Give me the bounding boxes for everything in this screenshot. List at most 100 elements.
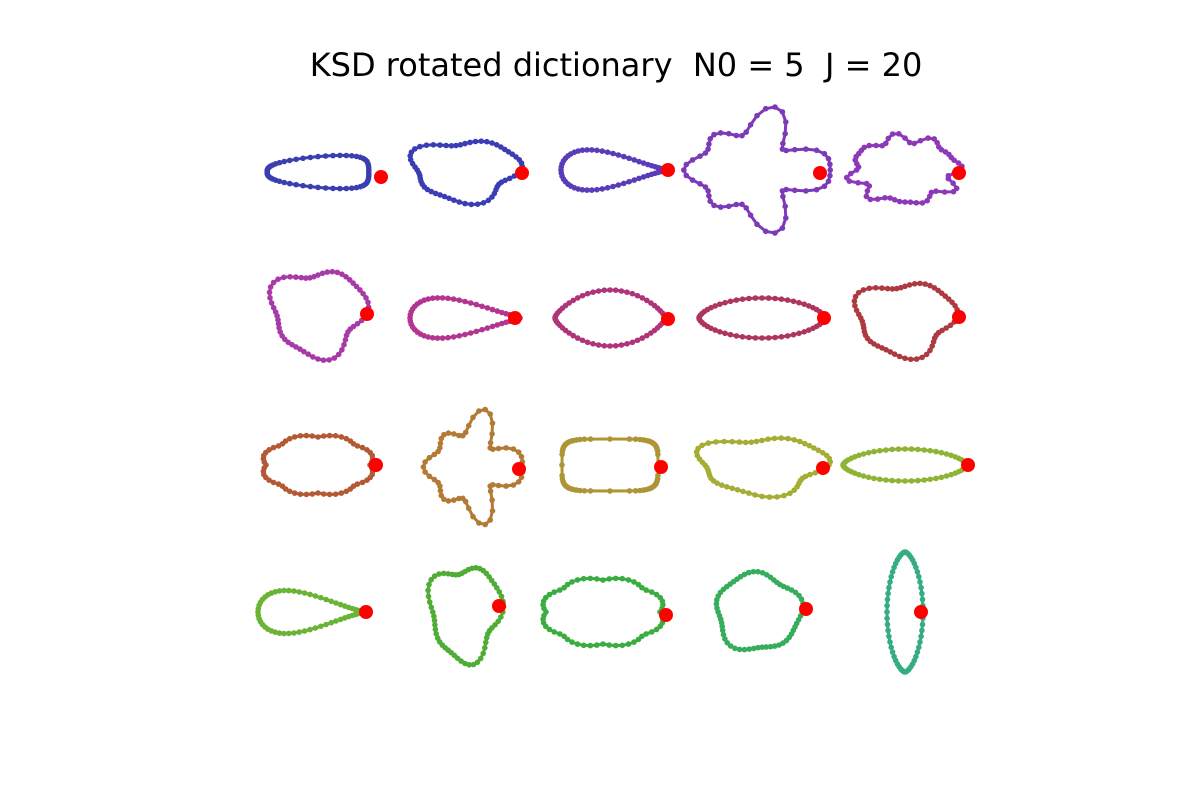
contour-point bbox=[810, 304, 816, 311]
contour-point bbox=[428, 604, 435, 611]
start-point-marker bbox=[961, 458, 975, 472]
contour-point bbox=[860, 451, 867, 457]
contour-point bbox=[902, 355, 908, 362]
contour-point bbox=[852, 303, 858, 309]
contour-point bbox=[618, 342, 625, 348]
contour-point bbox=[456, 432, 462, 439]
contour-point bbox=[446, 195, 452, 202]
contour-point bbox=[827, 172, 833, 179]
start-point-marker bbox=[360, 307, 374, 321]
contour-point bbox=[915, 446, 921, 453]
contour-point bbox=[746, 646, 753, 652]
contour-point bbox=[639, 295, 646, 301]
contour-point bbox=[884, 621, 891, 628]
contour-point bbox=[765, 295, 772, 301]
contour-point bbox=[426, 599, 433, 605]
contour-point bbox=[947, 322, 954, 329]
contour-point bbox=[891, 351, 898, 358]
contour-point bbox=[343, 152, 350, 159]
contour-point bbox=[755, 568, 761, 575]
contour-point bbox=[943, 451, 950, 457]
contour-point bbox=[802, 473, 809, 480]
contour-point bbox=[437, 192, 443, 198]
contour-point bbox=[911, 281, 918, 287]
contour-point bbox=[933, 448, 939, 455]
contour-point bbox=[515, 479, 522, 485]
contour-point bbox=[759, 493, 765, 500]
contour-point bbox=[312, 625, 319, 631]
contour-point bbox=[746, 490, 752, 496]
contour-point bbox=[908, 356, 914, 363]
contour-point bbox=[343, 185, 350, 192]
contour-point bbox=[483, 639, 489, 646]
contour-point bbox=[353, 283, 360, 290]
contour-point bbox=[727, 298, 734, 305]
contour-point bbox=[918, 584, 924, 591]
contour-point bbox=[337, 152, 343, 159]
contour-point bbox=[606, 642, 612, 648]
contour-point bbox=[599, 148, 605, 154]
contour-point bbox=[428, 576, 435, 583]
contour-point bbox=[330, 152, 336, 159]
contour-point bbox=[441, 193, 448, 200]
contour-point bbox=[649, 629, 655, 635]
contour-point bbox=[629, 290, 636, 297]
contour-point bbox=[871, 475, 877, 482]
contour-point bbox=[440, 570, 447, 577]
contour-point bbox=[889, 286, 896, 292]
contour-point bbox=[291, 630, 297, 636]
contour-point bbox=[494, 322, 501, 328]
contour-point bbox=[310, 354, 316, 360]
contour-point bbox=[506, 175, 513, 182]
atom-contour bbox=[560, 437, 660, 493]
contour-point bbox=[655, 472, 661, 479]
contour-point bbox=[502, 177, 509, 184]
contour-point bbox=[683, 172, 690, 179]
contour-point bbox=[478, 138, 485, 144]
contour-point bbox=[546, 591, 553, 598]
contour-point bbox=[914, 649, 921, 655]
contour-point bbox=[891, 564, 897, 571]
contour-point bbox=[907, 199, 914, 205]
contour-point bbox=[883, 447, 889, 453]
contour-point bbox=[328, 598, 335, 605]
contour-point bbox=[827, 167, 833, 173]
contour-point bbox=[315, 153, 321, 160]
contour-point bbox=[441, 496, 447, 503]
contour-point bbox=[448, 143, 455, 149]
contour-point bbox=[594, 576, 600, 582]
contour-point bbox=[456, 333, 463, 339]
contour-point bbox=[689, 157, 696, 163]
contour-point bbox=[495, 618, 502, 625]
contour-point bbox=[422, 469, 428, 475]
contour-point bbox=[270, 305, 277, 311]
contour-point bbox=[607, 343, 613, 349]
contour-point bbox=[934, 139, 940, 146]
contour-point bbox=[425, 593, 432, 600]
contour-point bbox=[450, 334, 457, 340]
contour-point bbox=[889, 649, 896, 655]
contour-point bbox=[551, 629, 557, 635]
contour-point bbox=[606, 576, 612, 582]
contour-point bbox=[751, 645, 757, 652]
contour-point bbox=[291, 490, 298, 496]
contour-point bbox=[917, 280, 923, 287]
start-point-marker bbox=[515, 166, 529, 180]
contour-point bbox=[307, 591, 313, 598]
contour-point bbox=[697, 153, 703, 159]
contour-point bbox=[736, 646, 743, 653]
contour-point bbox=[726, 130, 732, 137]
contour-point bbox=[465, 422, 472, 429]
contour-point bbox=[432, 190, 439, 197]
contour-point bbox=[938, 449, 945, 456]
contour-point bbox=[762, 228, 769, 235]
contour-point bbox=[338, 434, 345, 440]
contour-point bbox=[927, 347, 933, 354]
contour-point bbox=[653, 591, 660, 598]
contour-point bbox=[439, 295, 446, 301]
contour-point bbox=[359, 479, 366, 486]
contour-point bbox=[456, 199, 463, 205]
contour-point bbox=[803, 146, 809, 152]
contour-point bbox=[542, 623, 549, 630]
contour-point bbox=[466, 662, 473, 668]
